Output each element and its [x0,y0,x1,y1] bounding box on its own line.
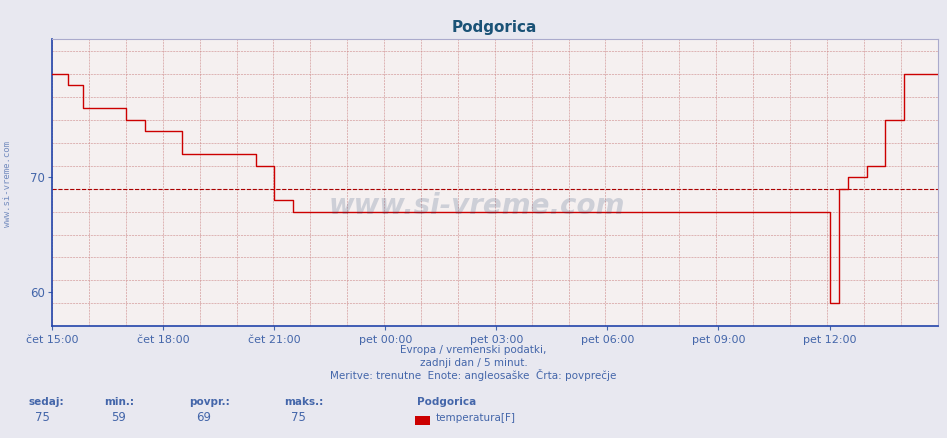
Text: maks.:: maks.: [284,397,323,407]
Text: www.si-vreme.com: www.si-vreme.com [329,192,625,220]
Text: sedaj:: sedaj: [28,397,64,407]
Text: temperatura[F]: temperatura[F] [436,413,515,424]
Text: 75: 75 [35,411,50,424]
Text: Meritve: trenutne  Enote: angleosaške  Črta: povprečje: Meritve: trenutne Enote: angleosaške Črt… [331,369,616,381]
Text: povpr.:: povpr.: [189,397,230,407]
Text: 59: 59 [111,411,126,424]
Text: Evropa / vremenski podatki,: Evropa / vremenski podatki, [401,345,546,355]
Text: www.si-vreme.com: www.si-vreme.com [3,141,12,227]
Title: Podgorica: Podgorica [452,21,538,35]
Text: zadnji dan / 5 minut.: zadnji dan / 5 minut. [420,358,527,368]
Text: Podgorica: Podgorica [417,397,476,407]
Text: min.:: min.: [104,397,134,407]
Text: 69: 69 [196,411,211,424]
Text: 75: 75 [291,411,306,424]
